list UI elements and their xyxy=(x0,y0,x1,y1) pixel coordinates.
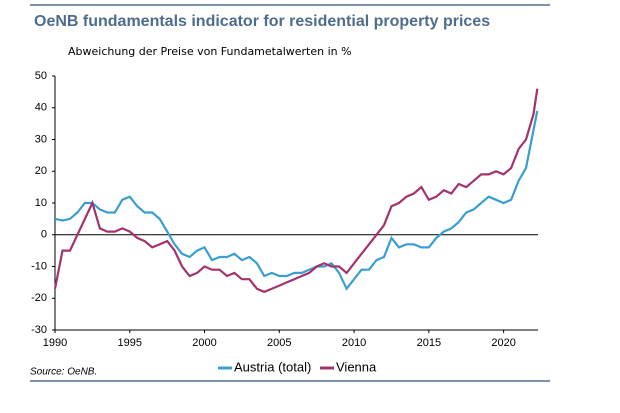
y-tick-label: 50 xyxy=(35,70,47,82)
legend-label: Vienna xyxy=(336,359,377,374)
y-tick-label: 0 xyxy=(41,229,47,241)
x-tick-label: 2010 xyxy=(342,337,366,349)
legend-label: Austria (total) xyxy=(234,359,311,374)
x-tick-label: 2000 xyxy=(192,337,216,349)
y-tick-label: 10 xyxy=(35,197,47,209)
y-tick-label: -30 xyxy=(31,324,47,336)
y-tick-label: 30 xyxy=(35,133,47,145)
x-tick-label: 1995 xyxy=(118,337,142,349)
source: Source: OeNB. xyxy=(30,367,97,378)
x-tick-label: 1990 xyxy=(43,337,67,349)
x-tick-label: 2005 xyxy=(267,337,291,349)
series-line xyxy=(53,88,539,294)
series-line xyxy=(54,110,539,291)
y-tick-label: -20 xyxy=(31,292,47,304)
y-tick-label: 20 xyxy=(35,165,47,177)
y-tick-label: -10 xyxy=(31,260,47,272)
x-tick-label: 2015 xyxy=(417,337,441,349)
x-tick-label: 2020 xyxy=(491,337,515,349)
chart-title: OeNB fundamentals indicator for resident… xyxy=(34,13,490,30)
subtitle: Abweichung der Preise von Fundametalwert… xyxy=(68,45,352,58)
y-tick-label: 40 xyxy=(35,102,47,114)
